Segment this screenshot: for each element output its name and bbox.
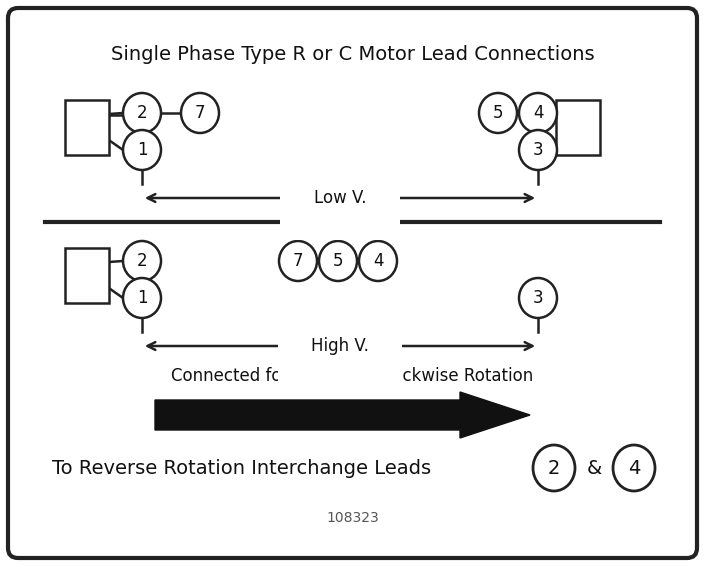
Text: 108323: 108323 xyxy=(326,511,379,525)
Text: 7: 7 xyxy=(293,252,303,270)
Ellipse shape xyxy=(123,241,161,281)
Text: 1: 1 xyxy=(137,289,147,307)
Ellipse shape xyxy=(319,241,357,281)
Text: 3: 3 xyxy=(533,141,544,159)
Ellipse shape xyxy=(519,130,557,170)
Ellipse shape xyxy=(279,241,317,281)
Text: 2: 2 xyxy=(137,104,147,122)
FancyBboxPatch shape xyxy=(8,8,697,558)
Ellipse shape xyxy=(359,241,397,281)
Ellipse shape xyxy=(519,278,557,318)
Text: 7: 7 xyxy=(195,104,205,122)
Text: Low V.: Low V. xyxy=(314,189,367,207)
Text: 4: 4 xyxy=(373,252,384,270)
Ellipse shape xyxy=(123,93,161,133)
Ellipse shape xyxy=(123,278,161,318)
Ellipse shape xyxy=(533,445,575,491)
Text: 2: 2 xyxy=(137,252,147,270)
Bar xyxy=(556,100,600,155)
Text: 2: 2 xyxy=(548,458,560,478)
Ellipse shape xyxy=(519,93,557,133)
Text: 3: 3 xyxy=(533,289,544,307)
Text: To Reverse Rotation Interchange Leads: To Reverse Rotation Interchange Leads xyxy=(52,458,431,478)
Text: &: & xyxy=(587,458,601,478)
Text: High V.: High V. xyxy=(311,337,369,355)
Bar xyxy=(65,248,109,303)
Ellipse shape xyxy=(479,93,517,133)
Text: 4: 4 xyxy=(628,458,640,478)
Text: 5: 5 xyxy=(493,104,503,122)
Text: 4: 4 xyxy=(533,104,544,122)
Polygon shape xyxy=(155,392,530,438)
Text: Connected for Counter - Clockwise Rotation: Connected for Counter - Clockwise Rotati… xyxy=(171,367,534,385)
Ellipse shape xyxy=(613,445,655,491)
Ellipse shape xyxy=(181,93,219,133)
Text: 1: 1 xyxy=(137,141,147,159)
Bar xyxy=(65,100,109,155)
Text: 5: 5 xyxy=(333,252,343,270)
Text: Single Phase Type R or C Motor Lead Connections: Single Phase Type R or C Motor Lead Conn… xyxy=(111,45,594,65)
Ellipse shape xyxy=(123,130,161,170)
